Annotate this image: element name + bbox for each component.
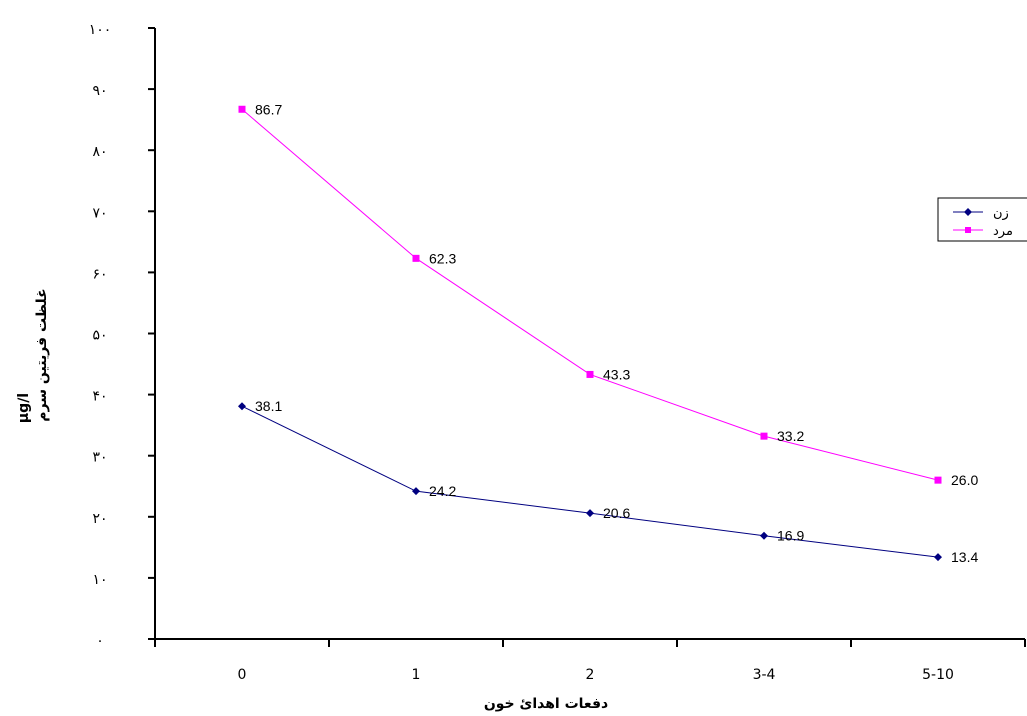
series-0-data-label: 16.9: [777, 528, 804, 544]
series-1-point: [934, 476, 942, 484]
y-tick-label: ٧٠: [92, 205, 107, 221]
x-tick-label: 2: [586, 667, 595, 683]
series-1-data-label: 43.3: [603, 366, 630, 382]
legend-marker-series-0: [964, 208, 972, 216]
series-1-data-label: 86.7: [255, 101, 282, 117]
y-tick-label: ٨٠: [92, 144, 107, 160]
series-0-point: [760, 531, 768, 540]
y-tick-label: ٩٠: [92, 83, 107, 99]
series-0-data-label: 20.6: [603, 505, 630, 521]
series-1-point: [586, 370, 594, 378]
y-tick-label: ۴٠: [92, 389, 107, 405]
legend-label-series-1: مرد: [993, 224, 1013, 239]
series-0-data-label: 24.2: [429, 483, 456, 499]
y-axis-unit: µg/l: [16, 393, 32, 423]
data-labels: 38.1 24.2 20.6 16.9 13.4 86.7 62.3 43.3 33.2 26.0: [255, 101, 978, 565]
y-axis-title: غلظت فریتین سرم: [34, 288, 50, 421]
legend-label-series-0: زن: [993, 206, 1009, 221]
y-tick-label: ٣٠: [92, 450, 107, 466]
legend-marker-series-1: [965, 227, 971, 233]
legend: زن مرد: [937, 197, 1027, 242]
series-layer: [238, 105, 942, 562]
y-tick-label: ٢٠: [92, 511, 107, 527]
x-tick-label: 0: [238, 667, 247, 683]
y-tick-label: ۶٠: [92, 266, 107, 282]
x-tick-label: 5-10: [922, 667, 954, 683]
legend-box: [937, 197, 1027, 242]
series-1-data-label: 33.2: [777, 428, 804, 444]
series-0-point: [412, 487, 420, 496]
series-line-1: [241, 108, 939, 481]
series-0-point: [238, 402, 246, 411]
y-tick-label: ١٠٠: [89, 22, 112, 38]
series-1-data-label: 26.0: [951, 472, 978, 488]
y-tick-label: ۵٠: [92, 328, 107, 344]
y-axis: ٠ ١٠ ٢٠ ٣٠ ۴٠ ۵٠ ۶٠ ٧٠ ٨٠ ٩٠ ١٠٠: [89, 22, 156, 649]
x-tick-label: 1: [412, 667, 421, 683]
x-axis-title: دفعات اهدائ خون: [484, 696, 608, 712]
series-0-data-label: 38.1: [255, 398, 282, 414]
series-1-point: [760, 432, 768, 440]
series-1-point: [238, 105, 246, 113]
x-axis: 0 1 2 3-4 5-10: [154, 638, 1026, 683]
series-1-data-label: 62.3: [429, 250, 456, 266]
y-tick-label: ١٠: [92, 572, 107, 588]
series-0-point: [934, 553, 942, 562]
series-line-0: [241, 405, 939, 558]
series-0-data-label: 13.4: [951, 549, 978, 565]
x-tick-label: 3-4: [753, 667, 776, 683]
series-0-point: [586, 509, 594, 518]
series-1-point: [412, 254, 420, 262]
y-tick-label: ٠: [96, 633, 104, 649]
